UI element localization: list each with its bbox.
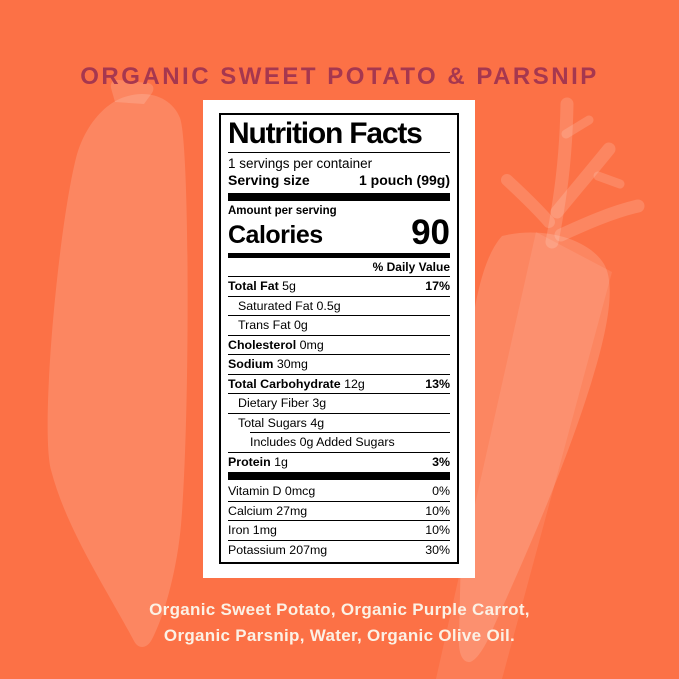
servings-per-container: 1 servings per container: [228, 156, 373, 171]
nutrient-row: Trans Fat 0g: [228, 315, 450, 335]
nutrient-row: Total Fat 5g 17%: [228, 276, 450, 296]
carrot-silhouette-left-icon: [47, 94, 188, 648]
nutrient-row: Saturated Fat 0.5g: [228, 295, 450, 316]
ingredients-line-2: Organic Parsnip, Water, Organic Olive Oi…: [163, 626, 516, 645]
nutrient-row: Includes 0g Added Sugars: [250, 432, 450, 452]
nutrition-facts-title: Nutrition Facts: [228, 118, 450, 153]
page-title: ORGANIC SWEET POTATO & PARSNIP: [80, 63, 599, 91]
serving-size-row: Serving size 1 pouch (99g): [228, 171, 450, 192]
nutrient-row: Dietary Fiber 3g: [228, 393, 450, 413]
nutrient-rows: Total Fat 5g 17% Saturated Fat 0.5g Trans F…: [228, 276, 450, 471]
carrot-greens-right-icon: [501, 97, 645, 249]
thick-divider-bar: [228, 193, 450, 201]
ingredients-line-1: Organic Sweet Potato, Organic Purple Car…: [149, 600, 530, 619]
medium-divider-bar: [228, 253, 450, 258]
nutrient-row: Cholesterol 0mg: [228, 334, 450, 355]
nutrient-row: Calcium 27mg 10%: [228, 500, 450, 521]
nutrient-row: Total Sugars 4g: [228, 412, 450, 433]
nutrient-row: Potassium 207mg 30%: [228, 539, 450, 560]
nutrient-row: Protein 1g 3%: [228, 451, 450, 472]
thick-divider-bar: [228, 472, 450, 480]
serving-size-label: Serving size: [228, 172, 310, 188]
nutrition-label: Nutrition Facts 1 servings per container…: [203, 100, 475, 578]
carrot-stem-left-icon: [110, 79, 154, 104]
calories-row: Calories 90: [228, 213, 450, 252]
nutrient-row: Iron 1mg 10%: [228, 520, 450, 540]
calories-label: Calories: [228, 221, 323, 249]
micronutrient-rows: Vitamin D 0mcg 0% Calcium 27mg 10% Iron 1mg 1…: [228, 482, 450, 559]
calories-value: 90: [411, 213, 450, 252]
nutrient-row: Vitamin D 0mcg 0%: [228, 484, 450, 498]
serving-size-value: 1 pouch (99g): [358, 172, 450, 188]
ingredients-text: Organic Sweet Potato, Organic Purple Car…: [0, 597, 679, 649]
nutrient-row: Total Carbohydrate 12g 13%: [228, 373, 450, 394]
carrot-silhouette-right-icon: [458, 232, 610, 663]
light-streak: [436, 232, 612, 679]
amount-per-serving-label: Amount per serving: [228, 205, 337, 217]
nutrition-label-box: Nutrition Facts 1 servings per container…: [219, 113, 459, 564]
nutrient-row: Sodium 30mg: [228, 354, 450, 374]
daily-value-header: % Daily Value: [372, 260, 450, 274]
